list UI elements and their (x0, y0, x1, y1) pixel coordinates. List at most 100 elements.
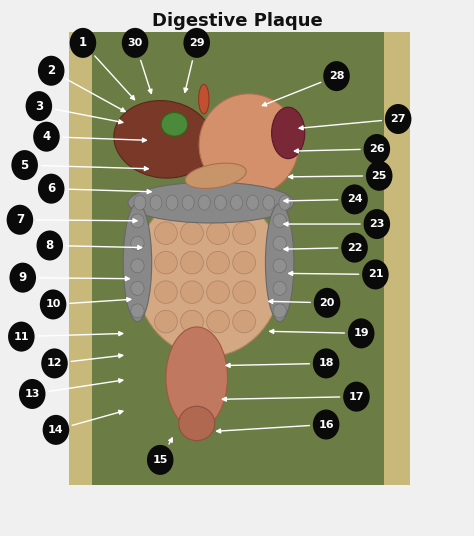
Ellipse shape (207, 251, 229, 274)
Text: 9: 9 (18, 271, 27, 284)
Circle shape (362, 259, 389, 289)
Ellipse shape (134, 195, 146, 210)
Text: 4: 4 (42, 130, 51, 143)
Circle shape (19, 379, 46, 409)
Ellipse shape (273, 236, 286, 250)
Text: 25: 25 (372, 171, 387, 181)
Text: 30: 30 (128, 38, 143, 48)
Ellipse shape (273, 214, 286, 228)
Bar (69, 32, 100, 485)
Text: 19: 19 (354, 329, 369, 338)
Circle shape (8, 322, 35, 352)
Ellipse shape (185, 163, 246, 189)
Text: 3: 3 (35, 100, 43, 113)
Ellipse shape (181, 281, 203, 303)
Ellipse shape (233, 251, 255, 274)
Circle shape (7, 205, 33, 235)
Text: 6: 6 (47, 182, 55, 195)
Ellipse shape (263, 195, 274, 210)
Ellipse shape (123, 204, 152, 322)
Text: 15: 15 (153, 455, 168, 465)
Circle shape (366, 161, 392, 191)
Ellipse shape (233, 281, 255, 303)
Circle shape (41, 348, 68, 378)
Ellipse shape (131, 214, 144, 228)
Text: 29: 29 (189, 38, 204, 48)
Ellipse shape (182, 195, 194, 210)
Ellipse shape (155, 310, 177, 333)
Circle shape (147, 445, 173, 475)
Text: 26: 26 (369, 144, 384, 154)
Ellipse shape (207, 310, 229, 333)
Ellipse shape (114, 101, 213, 178)
Text: 17: 17 (349, 392, 364, 401)
Circle shape (9, 263, 36, 293)
Text: 7: 7 (16, 213, 24, 226)
Ellipse shape (265, 204, 294, 322)
Text: 20: 20 (319, 298, 335, 308)
Text: 12: 12 (47, 359, 62, 368)
Text: 8: 8 (46, 239, 54, 252)
Ellipse shape (131, 281, 144, 295)
Ellipse shape (166, 195, 178, 210)
Ellipse shape (207, 281, 229, 303)
Ellipse shape (131, 236, 144, 250)
Circle shape (43, 415, 69, 445)
Ellipse shape (181, 251, 203, 274)
Ellipse shape (179, 406, 215, 441)
Ellipse shape (272, 107, 305, 159)
Ellipse shape (273, 259, 286, 273)
Ellipse shape (233, 222, 255, 244)
Text: 21: 21 (368, 270, 383, 279)
Ellipse shape (181, 310, 203, 333)
Ellipse shape (198, 195, 210, 210)
Circle shape (323, 61, 350, 91)
Circle shape (38, 174, 64, 204)
Circle shape (11, 150, 38, 180)
Ellipse shape (135, 190, 282, 356)
Circle shape (33, 122, 60, 152)
Circle shape (341, 184, 368, 214)
Ellipse shape (214, 195, 227, 210)
Ellipse shape (155, 281, 177, 303)
Text: Digestive Plaque: Digestive Plaque (152, 12, 322, 31)
Circle shape (348, 318, 374, 348)
Circle shape (36, 230, 63, 260)
Text: 1: 1 (79, 36, 87, 49)
Text: 5: 5 (20, 159, 29, 172)
Text: 13: 13 (25, 389, 40, 399)
Ellipse shape (246, 195, 259, 210)
Bar (92, 32, 384, 485)
Ellipse shape (199, 85, 209, 114)
Circle shape (385, 104, 411, 134)
Ellipse shape (279, 195, 291, 210)
Text: 10: 10 (46, 300, 61, 309)
Ellipse shape (273, 304, 286, 318)
Ellipse shape (155, 222, 177, 244)
Text: 27: 27 (391, 114, 406, 124)
Circle shape (38, 56, 64, 86)
Text: 18: 18 (319, 359, 334, 368)
Text: 22: 22 (347, 243, 362, 252)
Ellipse shape (181, 222, 203, 244)
Circle shape (314, 288, 340, 318)
Ellipse shape (131, 304, 144, 318)
Circle shape (313, 348, 339, 378)
Text: 16: 16 (319, 420, 334, 429)
Ellipse shape (233, 310, 255, 333)
Text: 23: 23 (369, 219, 384, 229)
Ellipse shape (199, 94, 299, 196)
Ellipse shape (230, 195, 242, 210)
Text: 2: 2 (47, 64, 55, 77)
Text: 24: 24 (347, 195, 362, 204)
Text: 28: 28 (329, 71, 344, 81)
Text: 11: 11 (14, 332, 29, 341)
Circle shape (341, 233, 368, 263)
Ellipse shape (161, 113, 188, 136)
Ellipse shape (150, 195, 162, 210)
Circle shape (343, 382, 370, 412)
Circle shape (313, 410, 339, 440)
Circle shape (122, 28, 148, 58)
Circle shape (40, 289, 66, 319)
Circle shape (26, 91, 52, 121)
